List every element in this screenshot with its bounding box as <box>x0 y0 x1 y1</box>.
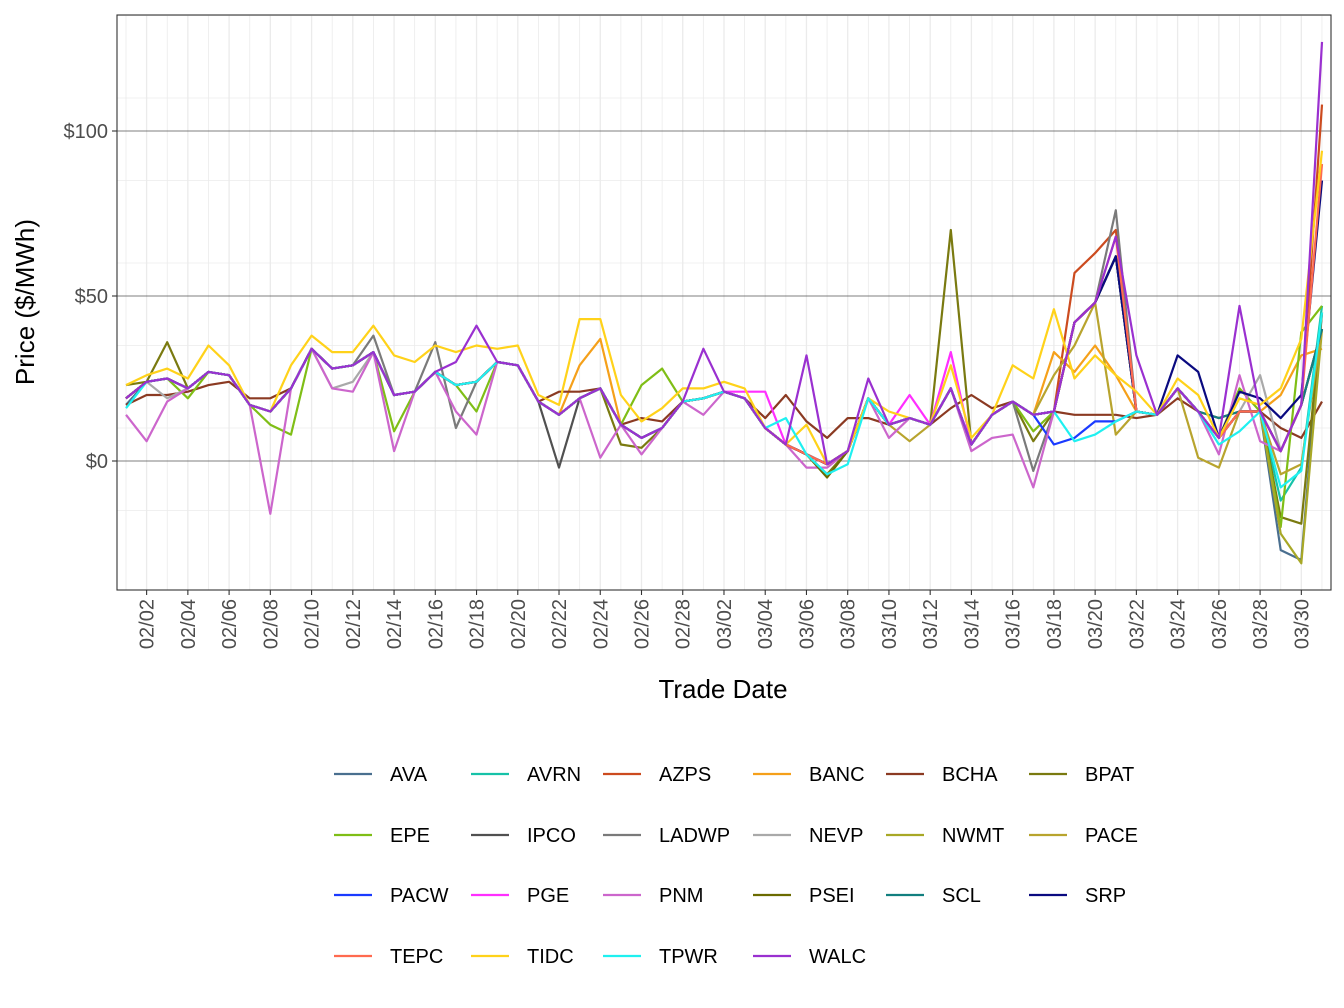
legend: AVA AVRN AZPS BANC BCHA BPAT EPE IPCO LADWP NEVP N… <box>334 764 1138 968</box>
legend-item-pace: PACE <box>1029 825 1138 847</box>
legend-item-ladwp: LADWP <box>603 825 730 847</box>
x-tick-label: 03/20 <box>1085 599 1107 649</box>
legend-item-banc: BANC <box>753 764 865 786</box>
y-tick-label: $50 <box>75 286 108 308</box>
legend-label: BANC <box>809 764 865 786</box>
legend-label: PGE <box>527 885 569 907</box>
legend-item-pacw: PACW <box>334 885 449 907</box>
legend-item-tidc: TIDC <box>471 946 574 968</box>
x-tick-label: 03/26 <box>1209 599 1231 649</box>
x-tick-label: 02/28 <box>673 599 695 649</box>
x-tick-label: 02/02 <box>137 599 159 649</box>
x-axis-title: Trade Date <box>658 674 787 704</box>
x-tick-label: 03/08 <box>838 599 860 649</box>
series-lines <box>125 41 1324 565</box>
series-line-walc <box>125 41 1324 466</box>
legend-item-avrn: AVRN <box>471 764 581 786</box>
legend-label: SRP <box>1085 885 1126 907</box>
x-axis: 02/02 02/04 02/06 02/08 02/10 02/12 02/14 02/16… <box>137 590 1313 649</box>
legend-label: NEVP <box>809 825 863 847</box>
y-axis: $0 $50 $100 <box>64 121 117 473</box>
x-tick-label: 03/22 <box>1126 599 1148 649</box>
legend-label: TPWR <box>659 946 718 968</box>
x-tick-label: 02/20 <box>508 599 530 649</box>
legend-label: WALC <box>809 946 866 968</box>
x-tick-label: 02/12 <box>343 599 365 649</box>
legend-label: AVRN <box>527 764 581 786</box>
legend-label: NWMT <box>942 825 1004 847</box>
legend-item-azps: AZPS <box>603 764 711 786</box>
x-tick-label: 03/04 <box>755 599 777 649</box>
x-tick-label: 03/16 <box>1003 599 1025 649</box>
legend-label: TIDC <box>527 946 574 968</box>
y-tick-label: $100 <box>64 121 109 143</box>
legend-label: IPCO <box>527 825 576 847</box>
legend-item-tepc: TEPC <box>334 946 443 968</box>
y-axis-title: Price ($/MWh) <box>10 219 40 385</box>
legend-label: PACW <box>390 885 449 907</box>
x-tick-label: 02/22 <box>549 599 571 649</box>
legend-item-walc: WALC <box>753 946 866 968</box>
legend-label: SCL <box>942 885 981 907</box>
x-tick-label: 02/26 <box>632 599 654 649</box>
legend-item-pnm: PNM <box>603 885 703 907</box>
legend-item-pge: PGE <box>471 885 569 907</box>
x-tick-label: 02/14 <box>384 599 406 649</box>
legend-item-nevp: NEVP <box>753 825 863 847</box>
x-tick-label: 02/16 <box>425 599 447 649</box>
x-tick-label: 03/14 <box>961 599 983 649</box>
legend-label: LADWP <box>659 825 730 847</box>
legend-label: AVA <box>390 764 428 786</box>
legend-label: BPAT <box>1085 764 1134 786</box>
y-tick-label: $0 <box>86 451 108 473</box>
x-tick-label: 03/18 <box>1044 599 1066 649</box>
legend-item-scl: SCL <box>886 885 981 907</box>
legend-item-srp: SRP <box>1029 885 1126 907</box>
legend-item-epe: EPE <box>334 825 430 847</box>
x-tick-label: 03/10 <box>879 599 901 649</box>
legend-label: EPE <box>390 825 430 847</box>
x-tick-label: 02/18 <box>467 599 489 649</box>
legend-item-bpat: BPAT <box>1029 764 1134 786</box>
x-tick-label: 03/06 <box>796 599 818 649</box>
x-tick-label: 03/02 <box>714 599 736 649</box>
legend-label: AZPS <box>659 764 711 786</box>
x-tick-label: 02/04 <box>178 599 200 649</box>
x-tick-label: 02/10 <box>302 599 324 649</box>
legend-label: TEPC <box>390 946 443 968</box>
x-tick-label: 02/24 <box>590 599 612 649</box>
legend-item-ava: AVA <box>334 764 428 786</box>
legend-label: BCHA <box>942 764 998 786</box>
x-tick-label: 02/08 <box>260 599 282 649</box>
x-tick-label: 03/30 <box>1291 599 1313 649</box>
legend-label: PNM <box>659 885 703 907</box>
x-tick-label: 03/24 <box>1168 599 1190 649</box>
x-tick-label: 03/12 <box>920 599 942 649</box>
grid-lines <box>117 15 1331 590</box>
x-tick-label: 03/28 <box>1250 599 1272 649</box>
x-tick-label: 02/06 <box>219 599 241 649</box>
legend-item-nwmt: NWMT <box>886 825 1004 847</box>
legend-item-bcha: BCHA <box>886 764 998 786</box>
legend-label: PACE <box>1085 825 1138 847</box>
legend-label: PSEI <box>809 885 855 907</box>
legend-item-psei: PSEI <box>753 885 855 907</box>
legend-item-ipco: IPCO <box>471 825 576 847</box>
legend-item-tpwr: TPWR <box>603 946 718 968</box>
plot-panel <box>116 14 1332 591</box>
series-line-tidc <box>125 150 1324 466</box>
